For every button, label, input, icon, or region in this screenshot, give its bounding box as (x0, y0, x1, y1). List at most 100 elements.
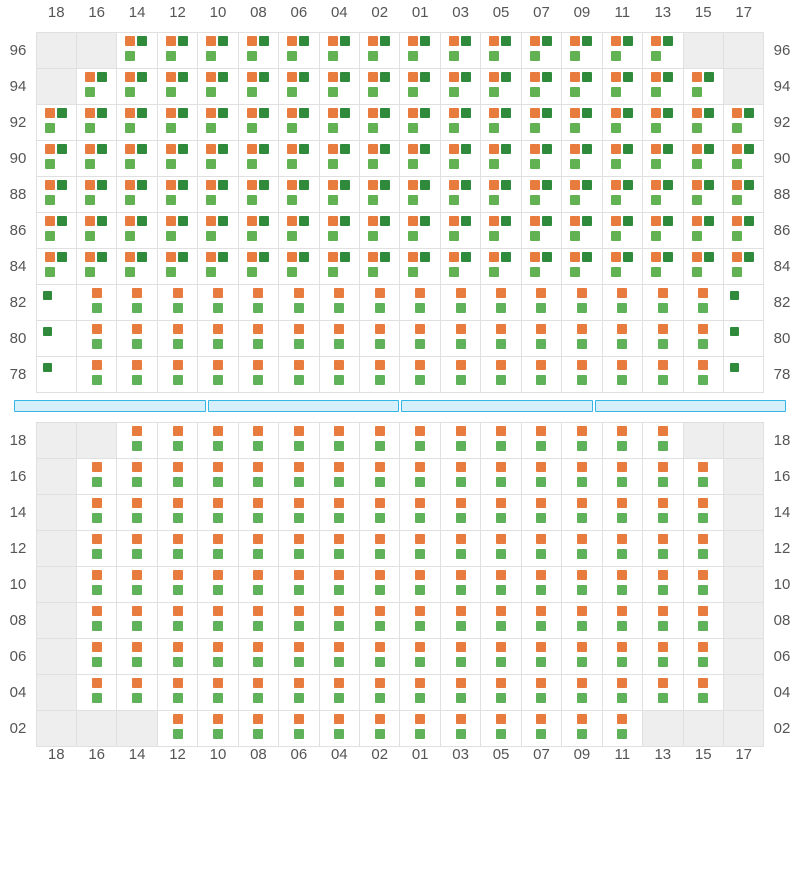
seat-cell[interactable] (602, 710, 643, 747)
seat-cell[interactable] (278, 422, 319, 459)
seat-cell[interactable] (480, 284, 521, 321)
seat-cell[interactable] (683, 284, 724, 321)
seat-cell[interactable] (561, 284, 602, 321)
seat-cell[interactable] (238, 248, 279, 285)
seat-cell[interactable] (642, 284, 683, 321)
seat-cell[interactable] (521, 248, 562, 285)
seat-cell[interactable] (278, 248, 319, 285)
seat-cell[interactable] (521, 212, 562, 249)
seat-cell[interactable] (602, 566, 643, 603)
seat-cell[interactable] (561, 140, 602, 177)
seat-cell[interactable] (278, 140, 319, 177)
seat-cell[interactable] (399, 356, 440, 393)
seat-cell[interactable] (278, 530, 319, 567)
seat-cell[interactable] (480, 248, 521, 285)
seat-cell[interactable] (278, 494, 319, 531)
seat-cell[interactable] (480, 68, 521, 105)
seat-cell[interactable] (440, 212, 481, 249)
seat-cell[interactable] (197, 710, 238, 747)
seat-cell[interactable] (480, 566, 521, 603)
seat-cell[interactable] (157, 494, 198, 531)
seat-cell[interactable] (197, 140, 238, 177)
seat-cell[interactable] (399, 140, 440, 177)
seat-cell[interactable] (76, 212, 117, 249)
seat-cell[interactable] (440, 104, 481, 141)
seat-cell[interactable] (602, 320, 643, 357)
seat-cell[interactable] (278, 32, 319, 69)
seat-cell[interactable] (278, 674, 319, 711)
seat-cell[interactable] (157, 458, 198, 495)
seat-cell[interactable] (157, 284, 198, 321)
seat-cell[interactable] (319, 248, 360, 285)
seat-cell[interactable] (521, 494, 562, 531)
seat-cell[interactable] (683, 494, 724, 531)
seat-cell[interactable] (278, 176, 319, 213)
seat-cell[interactable] (602, 530, 643, 567)
seat-cell[interactable] (319, 710, 360, 747)
seat-cell[interactable] (197, 32, 238, 69)
seat-cell[interactable] (157, 638, 198, 675)
seat-cell[interactable] (116, 284, 157, 321)
seat-cell[interactable] (116, 212, 157, 249)
seat-cell[interactable] (238, 458, 279, 495)
seat-cell[interactable] (521, 710, 562, 747)
seat-cell[interactable] (197, 458, 238, 495)
seat-cell[interactable] (76, 284, 117, 321)
seat-cell[interactable] (723, 104, 764, 141)
seat-cell[interactable] (521, 356, 562, 393)
seat-cell[interactable] (561, 602, 602, 639)
seat-cell[interactable] (76, 674, 117, 711)
seat-cell[interactable] (440, 284, 481, 321)
seat-cell[interactable] (238, 68, 279, 105)
seat-cell[interactable] (278, 320, 319, 357)
seat-cell[interactable] (683, 68, 724, 105)
seat-cell[interactable] (157, 212, 198, 249)
seat-cell[interactable] (157, 530, 198, 567)
seat-cell[interactable] (480, 458, 521, 495)
seat-cell[interactable] (642, 176, 683, 213)
seat-cell[interactable] (359, 32, 400, 69)
seat-cell[interactable] (521, 68, 562, 105)
seat-cell[interactable] (561, 494, 602, 531)
seat-cell[interactable] (683, 176, 724, 213)
seat-cell[interactable] (197, 248, 238, 285)
seat-cell[interactable] (157, 320, 198, 357)
seat-cell[interactable] (76, 602, 117, 639)
seat-cell[interactable] (440, 356, 481, 393)
seat-cell[interactable] (76, 638, 117, 675)
seat-cell[interactable] (197, 68, 238, 105)
seat-cell[interactable] (480, 674, 521, 711)
seat-cell[interactable] (602, 422, 643, 459)
seat-cell[interactable] (76, 140, 117, 177)
seat-cell[interactable] (116, 176, 157, 213)
seat-cell[interactable] (683, 458, 724, 495)
seat-cell[interactable] (157, 566, 198, 603)
seat-cell[interactable] (440, 68, 481, 105)
seat-cell[interactable] (36, 104, 77, 141)
seat-cell[interactable] (602, 674, 643, 711)
seat-cell[interactable] (480, 140, 521, 177)
seat-cell[interactable] (602, 494, 643, 531)
seat-cell[interactable] (521, 32, 562, 69)
seat-cell[interactable] (602, 638, 643, 675)
seat-cell[interactable] (521, 104, 562, 141)
seat-cell[interactable] (480, 602, 521, 639)
seat-cell[interactable] (399, 494, 440, 531)
seat-cell[interactable] (723, 248, 764, 285)
seat-cell[interactable] (642, 32, 683, 69)
seat-cell[interactable] (359, 458, 400, 495)
seat-cell[interactable] (278, 458, 319, 495)
seat-cell[interactable] (157, 248, 198, 285)
seat-cell[interactable] (480, 356, 521, 393)
seat-cell[interactable] (319, 356, 360, 393)
seat-cell[interactable] (480, 32, 521, 69)
seat-cell[interactable] (683, 104, 724, 141)
seat-cell[interactable] (642, 566, 683, 603)
seat-cell[interactable] (359, 284, 400, 321)
seat-cell[interactable] (723, 140, 764, 177)
seat-cell[interactable] (399, 176, 440, 213)
seat-cell[interactable] (197, 530, 238, 567)
seat-cell[interactable] (278, 710, 319, 747)
seat-cell[interactable] (36, 356, 77, 393)
seat-cell[interactable] (602, 458, 643, 495)
